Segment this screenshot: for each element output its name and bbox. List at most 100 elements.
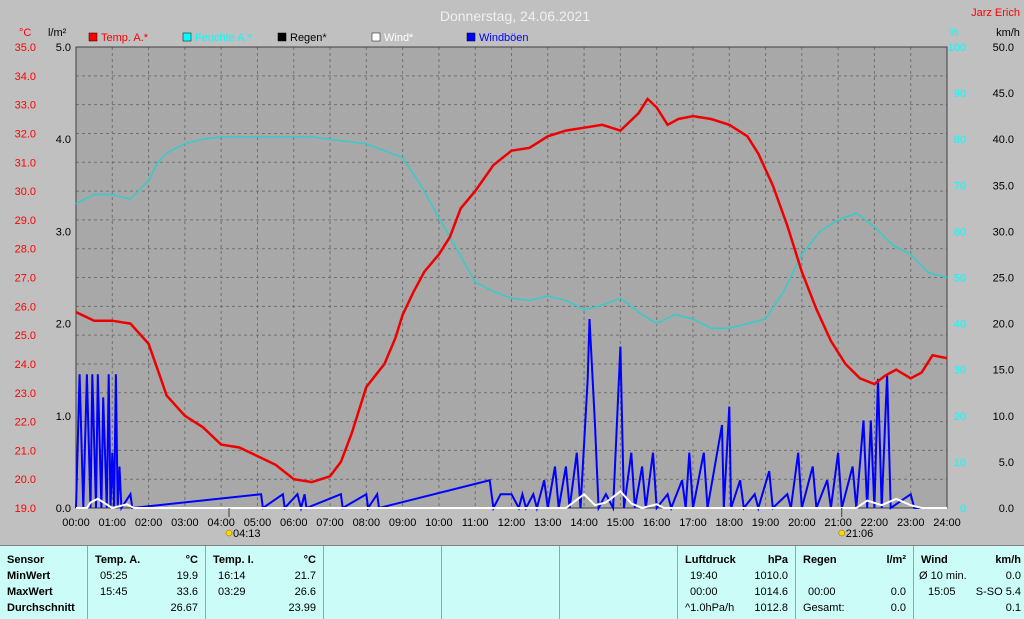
temp-tick-label: 30.0: [15, 186, 36, 198]
x-tick-label: 21:00: [824, 517, 852, 529]
wind-avg: 0.1: [1005, 602, 1021, 614]
x-tick-label: 08:00: [353, 517, 381, 529]
rain-tick-label: 3.0: [56, 226, 71, 238]
station-name: Jarz Erich: [971, 7, 1020, 19]
wind-tick-label: 10.0: [993, 411, 1014, 423]
humidity-tick-label: 60: [954, 226, 966, 238]
temp-i-min-time: 16:14: [218, 570, 246, 582]
humidity-tick-label: 50: [954, 273, 966, 285]
humidity-line: [75, 136, 948, 329]
humidity-tick-label: 100: [948, 42, 966, 54]
pressure-column: Luftdruck hPa 19:40 00:00 ^1.0hPa/h 1010…: [678, 546, 796, 619]
humidity-tick-label: 90: [954, 88, 966, 100]
sensor-column: Sensor MinWert MaxWert Durchschnitt: [0, 546, 88, 619]
rain-max: 0.0: [890, 586, 906, 598]
rain-tick-label: 4.0: [56, 134, 71, 146]
temp-tick-label: 34.0: [15, 71, 36, 83]
x-tick-label: 18:00: [715, 517, 743, 529]
legend-label: Feuchte A.*: [195, 32, 253, 44]
pressure-min: 1010.0: [754, 570, 788, 582]
temp-tick-label: 27.0: [15, 273, 36, 285]
pressure-header: Luftdruck: [685, 554, 736, 566]
legend-swatch: [277, 32, 287, 42]
humidity-tick-label: 40: [954, 319, 966, 331]
temp-a-column: Temp. A. °C 05:25 15:45 19.9 33.6 26.67: [88, 546, 206, 619]
legend-swatch: [182, 32, 192, 42]
sensor-header: Sensor: [7, 554, 45, 566]
humidity-tick-label: 20: [954, 411, 966, 423]
wind-table-unit: km/h: [995, 554, 1021, 566]
temp-i-column: Temp. I. °C 16:14 03:29 21.7 26.6 23.99: [206, 546, 324, 619]
temp-tick-label: 24.0: [15, 359, 36, 371]
sunset-icon: [838, 529, 846, 537]
x-tick-label: 23:00: [897, 517, 925, 529]
axes: 00:00 01:00 02:00 03:00 04:00 05:00 06:00 07:00…: [15, 42, 1014, 529]
empty-column-1: [324, 546, 442, 619]
temp-i-max-time: 03:29: [218, 586, 246, 598]
pressure-min-time: 19:40: [690, 570, 718, 582]
legend-label: Regen*: [290, 32, 327, 44]
humidity-tick-label: 70: [954, 180, 966, 192]
x-tick-label: 06:00: [280, 517, 308, 529]
humidity-unit: %: [949, 27, 959, 39]
rain-tick-label: 5.0: [56, 42, 71, 54]
wind-tick-label: 35.0: [993, 180, 1014, 192]
wind-max: S-SO 5.4: [975, 586, 1021, 598]
x-tick-label: 10:00: [425, 517, 453, 529]
temp-tick-label: 21.0: [15, 445, 36, 457]
x-tick-label: 11:00: [462, 517, 489, 529]
temp-a-max-time: 15:45: [100, 586, 128, 598]
rain-total: 0.0: [890, 602, 906, 614]
wind-tick-label: 20.0: [993, 319, 1014, 331]
wind-unit: km/h: [996, 27, 1020, 39]
wind-line: [76, 490, 947, 510]
stats-table: Sensor MinWert MaxWert Durchschnitt Temp…: [0, 545, 1024, 619]
temp-tick-label: 32.0: [15, 128, 36, 140]
temp-tick-label: 31.0: [15, 157, 36, 169]
rain-tick-label: 2.0: [56, 319, 71, 331]
wind-tick-label: 0.0: [999, 503, 1014, 515]
row-label-avg: Durchschnitt: [7, 602, 75, 614]
temp-i-header: Temp. I.: [213, 554, 254, 566]
row-label-min: MinWert: [7, 570, 51, 582]
temp-a-min-time: 05:25: [100, 570, 128, 582]
legend-swatch: [88, 32, 98, 42]
temp-tick-label: 23.0: [15, 388, 36, 400]
sunrise-icon: [225, 529, 233, 537]
wind-column: Wind km/h Ø 10 min. 15:05 0.0 S-SO 5.4 0…: [914, 546, 1024, 619]
x-tick-label: 00:00: [62, 517, 90, 529]
wind-tick-label: 15.0: [993, 365, 1014, 377]
temp-tick-label: 33.0: [15, 100, 36, 112]
pressure-max: 1014.6: [754, 586, 788, 598]
row-label-max: MaxWert: [7, 586, 53, 598]
temp-tick-label: 28.0: [15, 244, 36, 256]
temp-i-max: 26.6: [294, 586, 316, 598]
weather-chart: Donnerstag, 24.06.2021 Jarz Erich °C l/m…: [15, 7, 1020, 540]
x-tick-label: 12:00: [498, 517, 526, 529]
sunrise-label: 04:13: [233, 528, 261, 540]
temp-a-max: 33.6: [176, 586, 198, 598]
x-tick-label: 22:00: [861, 517, 889, 529]
x-tick-label: 16:00: [643, 517, 671, 529]
x-tick-label: 05:00: [244, 517, 272, 529]
humidity-tick-label: 10: [954, 457, 966, 469]
legend-swatch: [371, 32, 381, 42]
humidity-tick-label: 80: [954, 134, 966, 146]
humidity-tick-label: 0: [960, 503, 966, 515]
temp-tick-label: 20.0: [15, 474, 36, 486]
x-tick-label: 04:00: [207, 517, 235, 529]
temp-a-avg: 26.67: [170, 602, 198, 614]
temp-tick-label: 19.0: [15, 503, 36, 515]
x-tick-label: 20:00: [788, 517, 816, 529]
sunset-label: 21:06: [846, 528, 874, 540]
series: [75, 96, 948, 512]
wind-tick-label: 45.0: [993, 88, 1014, 100]
wind-max-time: 15:05: [928, 586, 956, 598]
wind-avg10-label: Ø 10 min.: [919, 570, 967, 582]
wind-tick-label: 5.0: [999, 457, 1014, 469]
temperature-line: [75, 96, 948, 484]
pressure-unit: hPa: [767, 554, 788, 566]
rain-column: Regen l/m² 00:00 Gesamt: 0.0 0.0: [796, 546, 914, 619]
legend-label: Temp. A.*: [101, 32, 149, 44]
x-tick-label: 15:00: [607, 517, 635, 529]
